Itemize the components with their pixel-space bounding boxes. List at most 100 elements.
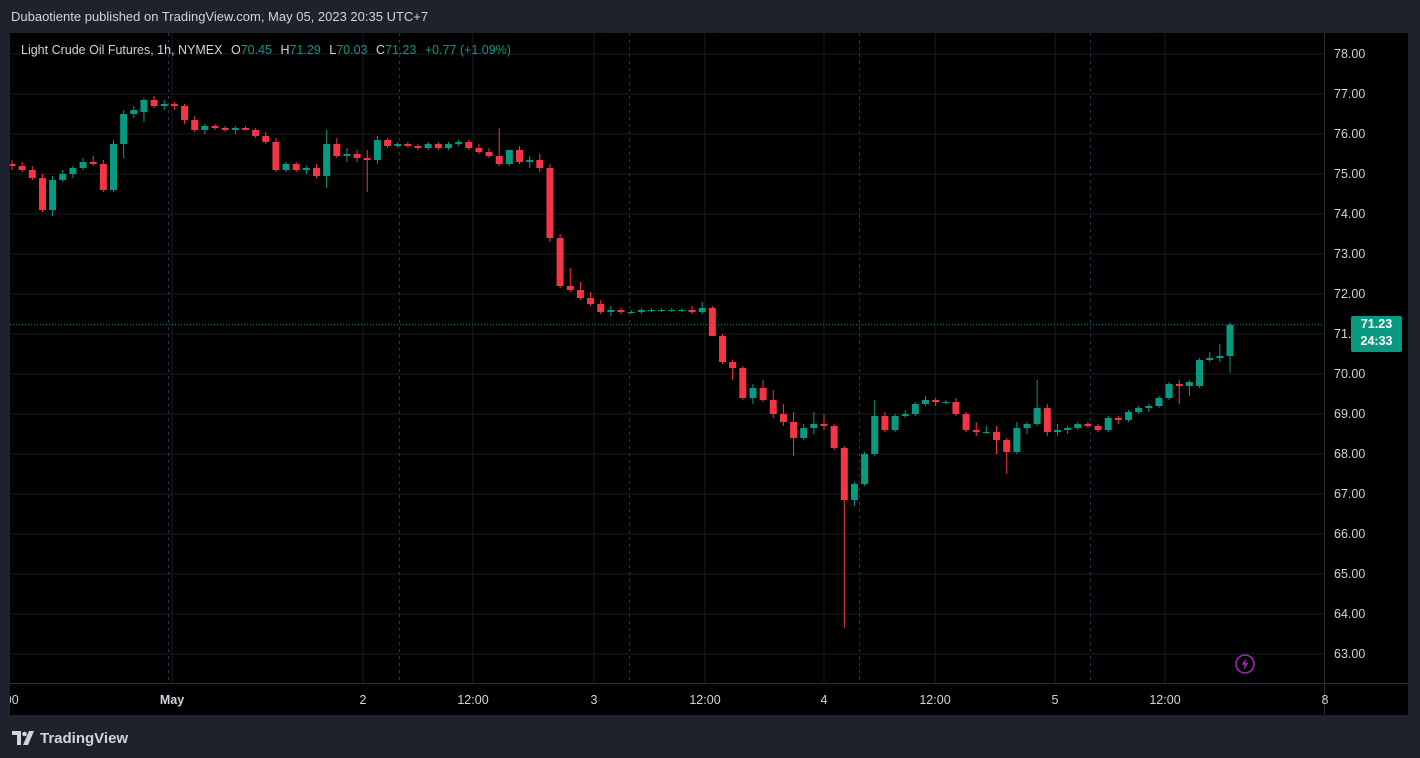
candle-body	[1135, 408, 1143, 412]
candle-body	[1104, 418, 1112, 430]
candle-body	[384, 140, 392, 146]
candle-layer	[10, 96, 1234, 628]
candle-body	[110, 144, 117, 190]
candle-body	[1206, 358, 1214, 360]
candle	[871, 400, 879, 456]
candle	[922, 396, 929, 406]
candle	[485, 148, 493, 158]
candle-body	[637, 310, 645, 312]
y-tick-label: 73.00	[1334, 247, 1365, 261]
candle-body	[49, 180, 57, 210]
last-price: 71.23	[1360, 317, 1393, 331]
candle	[89, 156, 97, 166]
candle-body	[698, 308, 706, 312]
candle	[1023, 422, 1031, 434]
candle-body	[556, 238, 564, 286]
candle	[424, 142, 432, 150]
candle-body	[881, 416, 889, 430]
candle	[1033, 380, 1041, 426]
candle-body	[688, 310, 696, 312]
candle	[1185, 380, 1193, 396]
candlestick-chart[interactable]: 63.00 64.00 65.00 66.00 67.00 68.00 69.00 70.00…	[10, 33, 1408, 715]
candle-body	[739, 368, 747, 398]
candle-body	[292, 164, 300, 170]
candle-body	[1145, 406, 1153, 408]
candle-body	[566, 286, 574, 290]
candle	[1043, 404, 1051, 436]
candle-body	[272, 142, 280, 170]
candle	[272, 138, 280, 172]
candle	[252, 128, 260, 138]
footer-brand[interactable]: TradingView	[12, 728, 128, 748]
candle-body	[1165, 384, 1173, 398]
candle	[800, 424, 808, 440]
x-tick-label: 12:00	[919, 693, 950, 707]
candle-body	[1094, 426, 1102, 430]
candle	[394, 142, 402, 148]
candle	[769, 390, 777, 418]
candle	[739, 366, 747, 400]
symbol-name[interactable]: Light Crude Oil Futures, 1h, NYMEX	[21, 43, 223, 57]
candle	[759, 380, 767, 402]
close-label: C	[375, 43, 386, 57]
candle-body	[79, 162, 87, 168]
candle-body	[800, 428, 808, 438]
candle	[475, 144, 483, 154]
candle	[546, 164, 554, 242]
candle	[982, 426, 990, 434]
candle	[292, 162, 300, 172]
candle-body	[404, 144, 412, 146]
candle	[911, 402, 919, 416]
candle-body	[1125, 412, 1132, 420]
candle-body	[495, 156, 503, 164]
candle	[576, 282, 584, 300]
candle-body	[181, 106, 189, 120]
flash-icon[interactable]	[1235, 654, 1255, 674]
candle-body	[516, 150, 523, 162]
candle	[495, 128, 503, 166]
candle-body	[99, 164, 107, 190]
y-tick-label: 67.00	[1334, 487, 1365, 501]
candle	[1196, 358, 1204, 388]
candle-body	[911, 404, 919, 414]
candle	[516, 146, 523, 164]
candle-body	[59, 174, 67, 180]
candle	[647, 308, 655, 312]
candle-body	[820, 424, 828, 426]
candle	[526, 156, 534, 168]
candle-body	[343, 154, 351, 156]
low-value: 70.03	[336, 43, 368, 57]
candle-body	[952, 402, 960, 414]
candle	[779, 404, 787, 426]
x-tick-label: 12:00	[1149, 693, 1180, 707]
candle-body	[28, 170, 36, 178]
y-tick-label: 78.00	[1334, 47, 1365, 61]
y-tick-label: 70.00	[1334, 367, 1365, 381]
candle	[566, 268, 574, 292]
candle-body	[140, 100, 148, 112]
candle-body	[668, 310, 676, 311]
candle	[313, 164, 320, 178]
candle	[881, 412, 889, 432]
candle	[79, 158, 87, 170]
chart-frame[interactable]: 63.00 64.00 65.00 66.00 67.00 68.00 69.00 70.00…	[10, 33, 1408, 715]
y-tick-label: 77.00	[1334, 87, 1365, 101]
candle-body	[1064, 428, 1072, 430]
candle-body	[120, 114, 128, 144]
candle	[160, 100, 168, 110]
candle-body	[323, 144, 331, 176]
y-tick-label: 68.00	[1334, 447, 1365, 461]
candle-body	[1053, 430, 1061, 432]
candle	[790, 412, 798, 456]
candle	[99, 160, 107, 192]
candle-body	[201, 126, 209, 130]
candle	[384, 138, 392, 148]
candle-body	[1043, 408, 1051, 432]
candle	[1155, 396, 1163, 408]
low-label: L	[329, 43, 337, 57]
candle	[10, 160, 16, 170]
candle	[1084, 422, 1092, 428]
candle	[637, 308, 645, 314]
candle-body	[69, 168, 77, 174]
candle	[455, 140, 463, 146]
